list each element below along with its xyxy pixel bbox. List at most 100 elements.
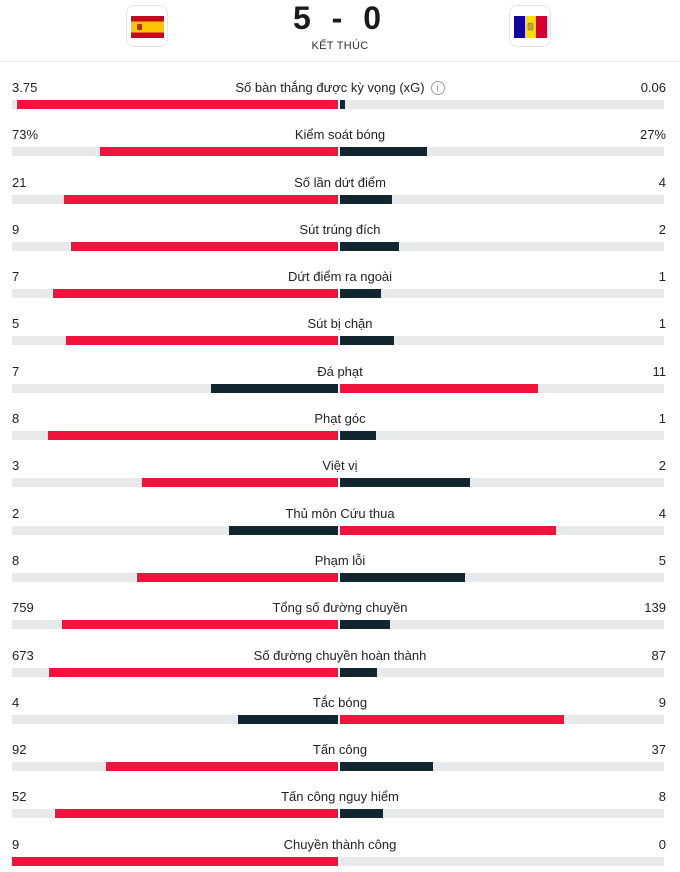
stat-row: 9 Sút trúng đích 2	[0, 212, 680, 259]
home-stat-track	[12, 241, 338, 251]
away-stat-value: 139	[644, 600, 666, 616]
away-stat-track	[340, 667, 664, 677]
home-stat-bar	[105, 762, 338, 772]
home-stat-value: 52	[12, 789, 27, 805]
away-stat-value: 37	[651, 742, 666, 758]
away-stat-value: 4	[658, 505, 666, 521]
home-stat-bar	[55, 809, 338, 819]
stat-label: Chuyền thành công	[0, 837, 680, 852]
home-stat-bar	[100, 147, 338, 157]
home-stat-bar	[62, 620, 338, 630]
away-stat-track	[340, 572, 664, 582]
away-stat-value: 5	[658, 552, 666, 568]
stat-row: 3.75 Số bàn thắng được kỳ vọng (xG) i 0.06	[0, 70, 680, 117]
home-stat-bar	[71, 241, 338, 251]
stat-label: Kiểm soát bóng	[0, 127, 680, 142]
home-stat-value: 5	[12, 316, 20, 332]
home-stat-track	[12, 620, 338, 630]
stat-label: Số bàn thắng được kỳ vọng (xG) i	[0, 80, 680, 95]
away-stat-track	[340, 383, 664, 393]
home-stat-bar	[211, 383, 338, 393]
stat-label: Thủ môn Cứu thua	[0, 506, 680, 521]
stat-label: Dứt điểm ra ngoài	[0, 269, 680, 284]
match-score: 5 - 0	[292, 0, 388, 36]
away-stat-bar	[340, 478, 470, 488]
away-stat-value: 0.06	[640, 80, 666, 95]
home-stat-bar	[49, 667, 338, 677]
home-stat-track	[12, 194, 338, 204]
home-stat-bar	[66, 336, 338, 346]
home-stat-track	[12, 431, 338, 441]
away-stat-track	[340, 620, 664, 630]
stat-label: Tấn công nguy hiểm	[0, 789, 680, 804]
away-stat-bar	[340, 147, 428, 157]
away-stat-value: 11	[652, 363, 667, 379]
stat-label-text: Phạm lỗi	[314, 552, 366, 568]
away-stat-value: 9	[658, 694, 666, 710]
home-stat-value: 3.75	[12, 80, 38, 95]
stat-row: 7 Dứt điểm ra ngoài 1	[0, 259, 680, 306]
stat-row: 7 Đá phạt 11	[0, 354, 680, 401]
stat-label-text: Số đường chuyền hoàn thành	[253, 647, 427, 663]
home-stat-value: 21	[12, 174, 27, 190]
stats-list: 3.75 Số bàn thắng được kỳ vọng (xG) i 0.06 7…	[0, 70, 680, 872]
stat-label: Đá phạt	[0, 364, 680, 379]
stat-label: Số lần dứt điểm	[0, 175, 680, 190]
away-stat-track	[340, 241, 664, 251]
away-stat-bar	[340, 714, 565, 724]
away-stat-track	[340, 762, 664, 772]
away-stat-value: 1	[658, 316, 666, 332]
home-stat-bar	[237, 714, 338, 724]
stat-label: Tắc bóng	[0, 695, 680, 710]
home-stat-value: 759	[12, 600, 34, 616]
away-team-flag[interactable]	[509, 5, 551, 47]
home-stat-track	[12, 525, 338, 535]
info-icon[interactable]: i	[430, 81, 445, 95]
andorra-flag-icon	[514, 16, 547, 38]
home-stat-value: 7	[12, 363, 20, 379]
stat-row: 92 Tấn công 37	[0, 732, 680, 779]
away-stat-track	[340, 147, 664, 157]
away-stat-bar	[340, 667, 378, 677]
away-stat-track	[340, 336, 664, 346]
away-stat-track	[340, 431, 664, 441]
away-stat-bar	[340, 431, 376, 441]
away-stat-bar	[340, 100, 346, 109]
away-stat-value: 1	[658, 269, 666, 285]
home-stat-bar	[12, 856, 338, 866]
home-stat-value: 7	[12, 269, 20, 285]
away-stat-bar	[340, 241, 399, 251]
home-stat-value: 9	[12, 836, 20, 852]
home-stat-bar	[142, 478, 338, 488]
home-stat-bar	[48, 431, 338, 441]
away-stat-bar	[340, 525, 556, 535]
home-stat-value: 8	[12, 552, 20, 568]
stat-label-text: Đá phạt	[317, 363, 363, 379]
home-stat-bar	[137, 572, 338, 582]
away-stat-bar	[340, 194, 392, 204]
stat-row: 52 Tấn công nguy hiểm 8	[0, 779, 680, 826]
home-stat-value: 73%	[12, 127, 39, 143]
away-stat-value: 2	[658, 221, 666, 237]
stat-label-text: Tấn công nguy hiểm	[281, 789, 399, 805]
home-stat-track	[12, 147, 338, 157]
away-stat-value: 8	[658, 789, 666, 805]
stat-label-text: Kiểm soát bóng	[294, 127, 386, 143]
home-stat-value: 4	[12, 694, 20, 710]
stat-label-text: Chuyền thành công	[283, 836, 397, 852]
away-stat-value: 87	[651, 647, 666, 663]
away-stat-value: 0	[658, 836, 666, 852]
away-stat-bar	[340, 289, 381, 299]
home-stat-track	[12, 383, 338, 393]
away-stat-value: 2	[658, 458, 666, 474]
home-stat-value: 2	[12, 505, 20, 521]
stat-row: 759 Tổng số đường chuyền 139	[0, 590, 680, 637]
home-stat-track	[12, 762, 338, 772]
away-stat-track	[340, 478, 664, 488]
home-stat-value: 8	[12, 411, 20, 427]
stat-label-text: Số lần dứt điểm	[294, 174, 386, 190]
away-stat-track	[340, 525, 664, 535]
away-stat-value: 1	[658, 411, 666, 427]
away-stat-bar	[340, 336, 394, 346]
home-team-flag[interactable]	[126, 5, 168, 47]
